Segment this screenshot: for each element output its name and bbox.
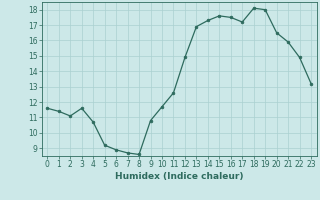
X-axis label: Humidex (Indice chaleur): Humidex (Indice chaleur) (115, 172, 244, 181)
